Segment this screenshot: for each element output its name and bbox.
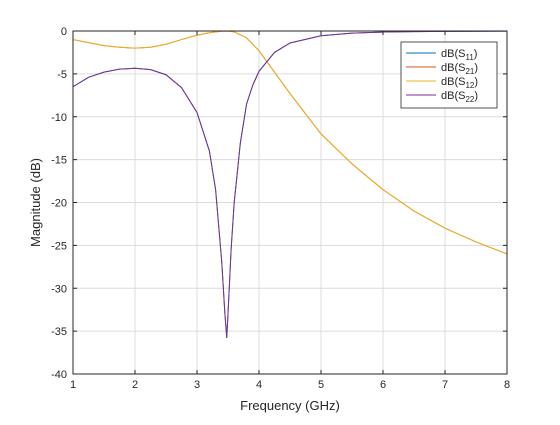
legend-entry-close: ) bbox=[474, 90, 478, 102]
series-line-s22 bbox=[72, 30, 508, 339]
y-tick-label: -5 bbox=[57, 69, 67, 81]
tick-labels: 1 2 3 4 5 6 7 80-5-10-15-20-25-30-35-40 bbox=[51, 26, 510, 391]
legend-entry-base: dB(S bbox=[441, 76, 465, 88]
x-tick-label: 3 bbox=[194, 379, 200, 391]
x-axis-label: Frequency (GHz) bbox=[240, 398, 340, 413]
legend-entry-subscript: 11 bbox=[465, 53, 474, 62]
axes bbox=[72, 30, 508, 375]
legend: dB(S11)dB(S21)dB(S12)dB(S22) bbox=[400, 41, 498, 109]
x-tick-label: 4 bbox=[256, 379, 262, 391]
y-axis-label: Magnitude (dB) bbox=[28, 158, 43, 247]
y-tick-label: 0 bbox=[61, 26, 67, 38]
y-tick-label: -20 bbox=[51, 198, 67, 210]
legend-entry-subscript: 22 bbox=[465, 95, 474, 104]
legend-entry: dB(S22) bbox=[441, 90, 478, 104]
y-tick-label: -40 bbox=[51, 369, 67, 381]
x-tick-label: 8 bbox=[504, 379, 510, 391]
y-tick-label: -35 bbox=[51, 326, 67, 338]
y-tick-label: -15 bbox=[51, 155, 67, 167]
x-tick-label: 5 bbox=[318, 379, 324, 391]
legend-entry: dB(S11) bbox=[441, 48, 477, 62]
legend-entry: dB(S21) bbox=[441, 62, 478, 76]
x-tick-label: 7 bbox=[442, 379, 448, 391]
legend-entry-close: ) bbox=[474, 76, 478, 88]
legend-entry-subscript: 12 bbox=[465, 81, 474, 90]
x-tick-label: 1 bbox=[70, 379, 76, 391]
legend-entry-close: ) bbox=[474, 62, 478, 74]
legend-entry-base: dB(S bbox=[441, 90, 465, 102]
legend-entry-subscript: 21 bbox=[465, 67, 474, 76]
y-tick-label: -30 bbox=[51, 283, 67, 295]
legend-entry-base: dB(S bbox=[441, 62, 465, 74]
y-tick-label: -10 bbox=[51, 112, 67, 124]
legend-entry-base: dB(S bbox=[441, 48, 465, 60]
x-tick-label: 2 bbox=[132, 379, 138, 391]
y-tick-label: -25 bbox=[51, 240, 67, 252]
x-tick-label: 6 bbox=[380, 379, 386, 391]
legend-entry: dB(S12) bbox=[441, 76, 478, 90]
legend-entry-close: ) bbox=[474, 48, 478, 60]
